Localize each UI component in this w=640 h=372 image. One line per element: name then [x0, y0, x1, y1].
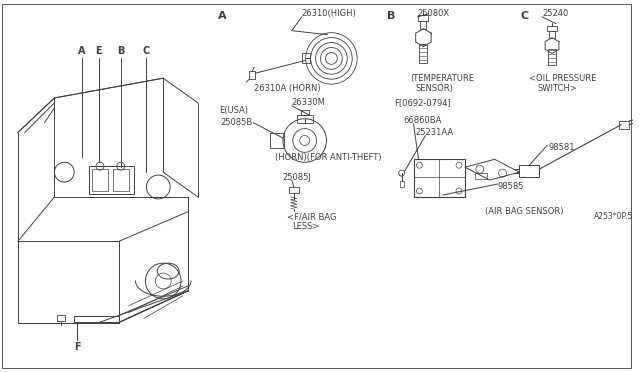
Text: A: A	[218, 11, 227, 21]
Bar	[520, 165, 539, 177]
Text: 98585: 98585	[498, 183, 524, 192]
Bar	[250, 71, 255, 79]
Text: LESS>: LESS>	[292, 222, 319, 231]
Text: 66860BA: 66860BA	[404, 116, 442, 125]
Text: SENSOR): SENSOR)	[415, 84, 453, 93]
Text: (AIR BAG SENSOR): (AIR BAG SENSOR)	[484, 207, 563, 216]
Text: <F/AIR BAG: <F/AIR BAG	[287, 212, 337, 221]
Bar	[620, 121, 629, 129]
Text: (HORN)(FOR ANTI-THEFT): (HORN)(FOR ANTI-THEFT)	[275, 153, 381, 162]
Text: 26330M: 26330M	[292, 99, 326, 108]
Bar	[89, 166, 134, 194]
Bar	[475, 173, 487, 179]
Bar	[289, 187, 299, 193]
Bar	[419, 44, 428, 63]
Text: E(USA): E(USA)	[220, 106, 248, 115]
Bar	[301, 110, 308, 115]
Text: B: B	[117, 46, 124, 57]
Text: 26310A (HORN): 26310A (HORN)	[254, 84, 321, 93]
Bar	[547, 26, 557, 31]
Bar	[420, 21, 426, 29]
Text: C: C	[143, 46, 150, 57]
Bar	[92, 169, 108, 191]
Bar	[58, 315, 65, 321]
Text: F: F	[74, 342, 81, 352]
Text: F[0692-0794]: F[0692-0794]	[394, 99, 451, 108]
Text: 98581: 98581	[548, 143, 575, 152]
Bar	[419, 15, 428, 21]
Text: 25240: 25240	[542, 9, 568, 18]
Bar	[413, 159, 465, 197]
Bar	[270, 132, 284, 148]
Text: (TEMPERATURE: (TEMPERATURE	[410, 74, 474, 83]
Text: <OIL PRESSURE: <OIL PRESSURE	[529, 74, 596, 83]
Text: SWITCH>: SWITCH>	[537, 84, 577, 93]
Text: A: A	[78, 46, 86, 57]
Bar	[548, 49, 556, 65]
Bar	[297, 115, 312, 123]
Text: E: E	[95, 46, 102, 57]
Bar	[399, 181, 404, 187]
Text: 26310(HIGH): 26310(HIGH)	[301, 9, 356, 18]
Bar	[301, 54, 310, 63]
Text: 25231AA: 25231AA	[415, 128, 454, 137]
Text: 25080X: 25080X	[417, 9, 450, 18]
Bar	[549, 31, 555, 38]
Text: 25085J: 25085J	[282, 173, 311, 182]
Text: B: B	[387, 11, 395, 21]
Text: A253*0P.5: A253*0P.5	[593, 212, 633, 221]
Text: C: C	[520, 11, 529, 21]
Bar	[113, 169, 129, 191]
Text: 25085B: 25085B	[220, 118, 252, 127]
